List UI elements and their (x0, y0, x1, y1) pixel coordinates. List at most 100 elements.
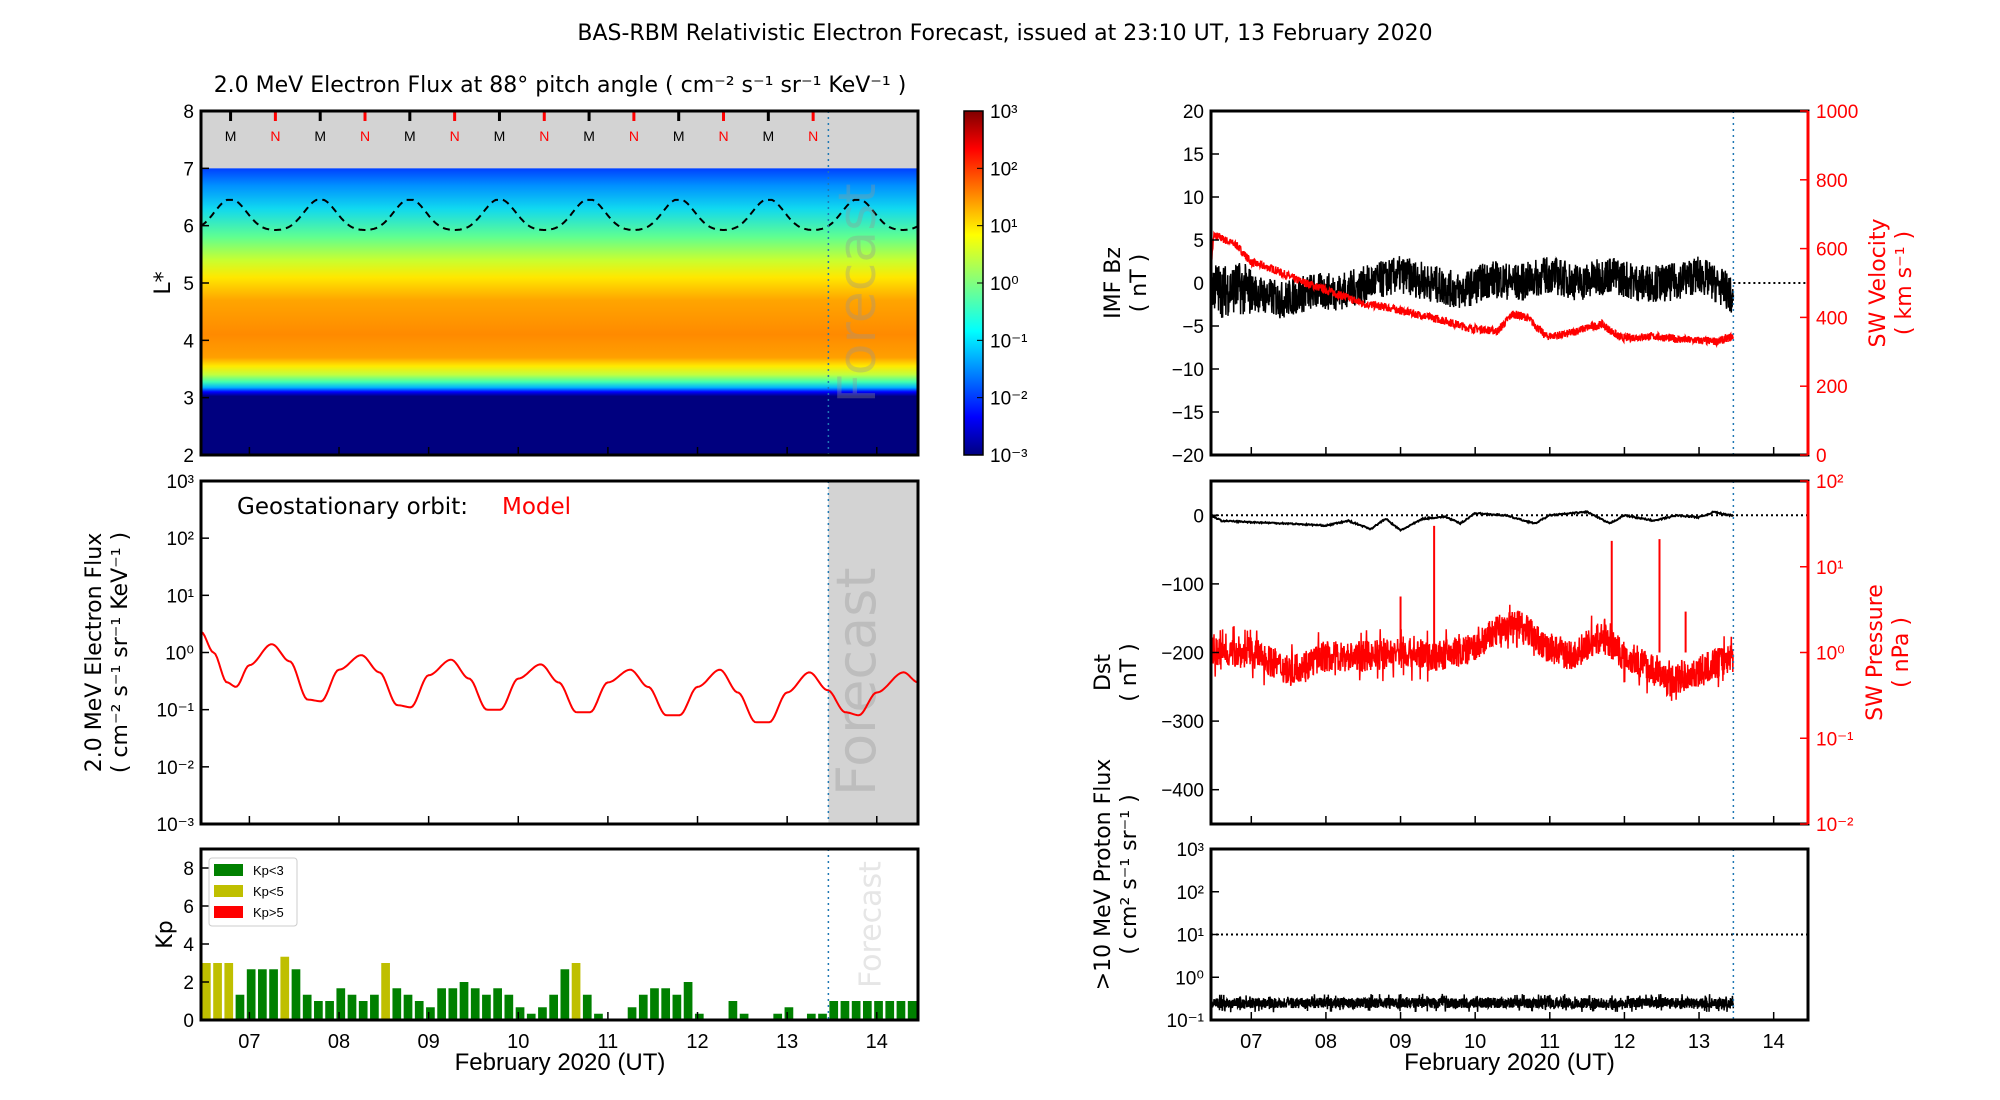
dst-ytick-label: −100 (1161, 575, 1204, 596)
heatmap-ytick-label: 2 (183, 446, 194, 467)
pressure-ytick-label: 10⁻¹ (1816, 729, 1854, 750)
dst-ytick-label: 0 (1193, 506, 1204, 527)
kp-legend: Kp<3 Kp<5 Kp>5 (208, 857, 298, 927)
kp-bar (784, 1007, 794, 1020)
kp-legend-label: Kp<5 (253, 884, 284, 899)
colorbar-tick-label: 10³ (990, 102, 1017, 123)
kp-bar (739, 1013, 749, 1020)
sw-pressure-line (1210, 604, 1734, 701)
dst-ytick-label: −200 (1161, 644, 1204, 665)
bz-ytick-label: 10 (1183, 188, 1204, 209)
proton-ytick-label: 10⁻¹ (1167, 1011, 1205, 1032)
kp-bar (885, 1001, 895, 1020)
kp-bar (874, 1001, 883, 1020)
bz-ytick-label: −10 (1172, 360, 1204, 381)
kp-bar (515, 1007, 525, 1020)
boundary-dashed-curve (200, 198, 919, 231)
colorbar-tick-label: 10⁻¹ (990, 331, 1028, 352)
velocity-ytick-label: 1000 (1816, 102, 1858, 123)
proton-ytick-label: 10² (1177, 883, 1204, 904)
kp-bar (414, 1001, 424, 1020)
midday-marker-label: M (404, 128, 416, 144)
geo-flux-ytick-label: 10⁻¹ (157, 701, 195, 722)
kp-bar (381, 963, 390, 1020)
velocity-ytick-label: 600 (1816, 240, 1848, 261)
kp-bar (336, 988, 346, 1020)
bz-ytick-label: −5 (1182, 317, 1204, 338)
kp-bar (370, 994, 379, 1020)
bz-ylabel-line: IMF Bz (1101, 247, 1126, 319)
heatmap-ytick-label: 3 (183, 389, 194, 410)
bz-ytick-label: 20 (1183, 102, 1204, 123)
midday-marker-label: M (673, 128, 685, 144)
velocity-ytick-label: 0 (1816, 446, 1827, 467)
geo-flux-ylabel-line: 2.0 MeV Electron Flux (82, 533, 107, 773)
kp-ytick-label: 8 (183, 859, 194, 880)
colorbar-tick-label: 10¹ (990, 217, 1017, 238)
midday-marker-label: M (762, 128, 774, 144)
kp-bar (627, 1007, 637, 1020)
kp-bar (896, 1001, 906, 1020)
flux-heatmap (201, 168, 918, 456)
kp-bar (392, 988, 402, 1020)
heatmap-ytick-label: 7 (183, 159, 194, 180)
midnight-marker-label: N (450, 128, 460, 144)
kp-bar (470, 988, 480, 1020)
heatmap-ytick-label: 6 (183, 217, 194, 238)
kp-bar (773, 1013, 783, 1020)
kp-ylabel: Kp (153, 920, 178, 948)
bz-ytick-label: 5 (1193, 231, 1204, 252)
kp-bar (213, 963, 222, 1020)
midday-marker-label: M (494, 128, 506, 144)
proton-ylabel-line: ( cm² s⁻¹ sr⁻¹ ) (1117, 794, 1142, 954)
kp-legend-swatch (214, 906, 243, 918)
geo-annotation-value: Model (502, 494, 571, 520)
pressure-ytick-label: 10¹ (1816, 558, 1843, 579)
proton-flux-line (1210, 993, 1735, 1013)
kp-bar (224, 963, 234, 1020)
kp-bar (840, 1001, 850, 1020)
kp-ytick-label: 6 (183, 897, 194, 918)
right-xlabel: February 2020 (UT) (1404, 1049, 1615, 1076)
heatmap-ytick-label: 5 (183, 274, 194, 295)
kp-bar (482, 994, 491, 1020)
forecast-region-label: Forecast (825, 568, 888, 797)
midday-marker-label: M (314, 128, 326, 144)
colorbar-tick-label: 10⁻² (990, 389, 1028, 410)
kp-ytick-label: 2 (183, 973, 194, 994)
kp-xtick-label: 14 (866, 1031, 888, 1053)
proton-xtick-label: 13 (1688, 1031, 1710, 1053)
sw-velocity-line (1210, 230, 1734, 349)
kp-bar (258, 969, 267, 1020)
kp-bar (851, 1001, 861, 1020)
geo-flux-ytick-label: 10⁻³ (157, 815, 195, 836)
kp-xtick-label: 08 (328, 1031, 350, 1053)
figure-title: BAS-RBM Relativistic Electron Forecast, … (577, 21, 1432, 46)
kp-bar (594, 1013, 603, 1020)
kp-bar (683, 982, 693, 1020)
kp-bar (358, 1001, 368, 1020)
kp-bar (560, 969, 570, 1020)
kp-bar (571, 963, 581, 1020)
kp-bar (582, 994, 592, 1020)
kp-bar (806, 1013, 816, 1020)
colorbar-tick-label: 10⁰ (990, 274, 1019, 295)
dst-line (1210, 510, 1735, 533)
kp-bar (437, 988, 446, 1020)
heatmap-ylabel: L* (151, 271, 176, 294)
kp-bar (325, 1001, 334, 1020)
kp-legend-label: Kp<3 (253, 863, 284, 878)
kp-bar (347, 994, 357, 1020)
kp-forecast-label: Forecast (853, 861, 888, 988)
kp-xtick-label: 10 (507, 1031, 529, 1053)
kp-bar (538, 1007, 547, 1020)
kp-bar (202, 963, 211, 1020)
kp-bar (728, 1001, 738, 1020)
kp-bar (246, 969, 256, 1020)
kp-xtick-label: 09 (418, 1031, 440, 1053)
proton-ylabel-line: >10 MeV Proton Flux (1091, 759, 1116, 991)
imf-bz-line (1210, 256, 1735, 319)
proton-ytick-label: 10³ (1177, 840, 1204, 861)
midnight-marker-label: N (539, 128, 549, 144)
kp-xtick-label: 07 (238, 1031, 260, 1053)
